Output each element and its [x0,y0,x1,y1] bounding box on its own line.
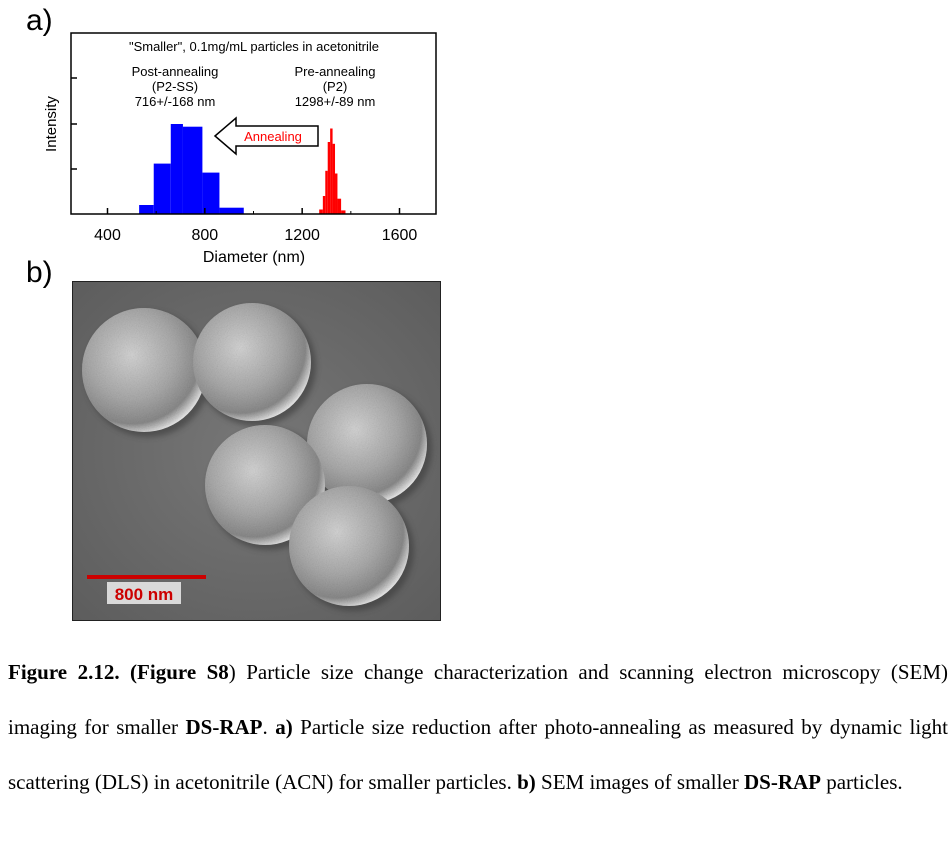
sem-image: 800 nm [72,281,441,621]
particle [205,425,325,545]
caption-fig-label: Figure 2.12. [8,660,120,684]
caption-part: ) Particle size change characterization … [8,660,949,739]
caption-part: SEM images of smaller [535,770,744,794]
caption-bold: a) [275,715,293,739]
histogram-bar [182,126,203,214]
histogram-bar [319,209,323,214]
post-annealing-label: Post-annealing [132,64,219,79]
caption-part: particles. [820,770,903,794]
pre-annealing-id: (P2) [323,79,348,94]
histogram-bar [202,172,220,214]
figure-caption: Figure 2.12. (Figure S8) Particle size c… [8,645,948,810]
pre-annealing-size: 1298+/-89 nm [295,94,376,109]
scale-label-box [107,582,181,604]
x-tick-label: 800 [191,227,218,244]
histogram-bar [341,210,346,214]
y-axis-label: Intensity [43,96,60,152]
histogram-bar [332,143,336,214]
caption-bold: DS-RAP [185,715,263,739]
histogram-bar [219,207,244,214]
caption-bold: b) [517,770,536,794]
histogram-bar [325,170,328,214]
x-tick-label: 1200 [284,227,320,244]
plot-frame [70,32,437,215]
annealing-arrow [213,116,319,156]
post-annealing-size: 716+/-168 nm [135,94,216,109]
particle [289,486,409,606]
histogram-bar [327,142,331,214]
histogram-bar [335,173,338,214]
caption-text: Figure 2.12. (Figure S8) Particle size c… [8,645,948,810]
y-ticks [71,77,77,170]
particle [307,384,427,504]
pre-annealing-series [319,128,346,214]
histogram-bar [170,124,183,214]
annealing-arrow-label: Annealing [244,129,302,144]
histogram-bar [139,205,154,214]
histogram-bar [337,198,342,214]
post-annealing-series [139,124,244,214]
x-ticks: 400 800 1200 1600 [94,208,417,244]
histogram-bar [153,163,171,214]
histogram-bar [322,196,326,214]
panel-b-label: b) [26,256,53,289]
caption-part: . [262,715,276,739]
panel-a-label: a) [26,4,53,37]
pre-annealing-label: Pre-annealing [295,64,376,79]
caption-bold: DS-RAP [743,770,821,794]
caption-part: Particle size reduction after photo-anne… [8,715,948,794]
x-tick-label: 400 [94,227,121,244]
scale-bar-label: 800 nm [115,585,174,604]
post-annealing-id: (P2-SS) [152,79,198,94]
particle [82,308,206,432]
scale-bar [87,575,206,579]
caption-fig-s-label: (Figure S8 [130,660,229,684]
x-axis-label: Diameter (nm) [203,249,305,266]
histogram-bar [330,128,333,214]
chart-title: "Smaller", 0.1mg/mL particles in acetoni… [129,39,379,54]
particle [193,303,311,421]
dls-chart: 400 800 1200 1600 "Smaller", 0.1mg/mL parti… [43,32,437,266]
x-tick-label: 1600 [382,227,418,244]
